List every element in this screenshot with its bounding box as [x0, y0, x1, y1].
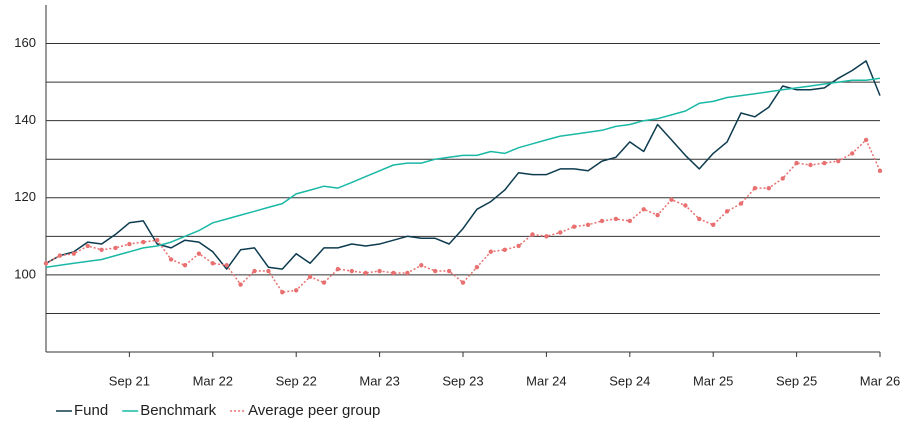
point: [85, 243, 90, 249]
point: [377, 268, 382, 274]
point: [127, 241, 132, 247]
x-tick-label: Mar 24: [526, 373, 566, 388]
point: [141, 239, 146, 245]
point: [168, 257, 174, 262]
point: [252, 268, 257, 274]
point: [335, 266, 341, 272]
legend-label: Fund: [74, 402, 108, 419]
point: [502, 247, 507, 253]
point: [419, 263, 424, 268]
point: [280, 290, 285, 295]
point: [57, 253, 63, 258]
x-tick-label: Sep 23: [442, 373, 483, 388]
point: [863, 137, 869, 143]
point: [641, 207, 646, 212]
x-tick-label: Mar 22: [193, 373, 233, 388]
point: [850, 151, 855, 156]
point: [780, 176, 785, 181]
point: [460, 280, 466, 285]
point: [572, 224, 577, 229]
x-tick-label: Sep 22: [276, 373, 317, 388]
point: [669, 197, 674, 202]
y-tick-label: 120: [14, 189, 36, 204]
point: [307, 274, 313, 280]
x-tick-label: Sep 21: [109, 373, 150, 388]
series-line: [45, 77, 881, 268]
point: [822, 160, 827, 166]
point: [683, 203, 688, 208]
legend-label: Benchmark: [140, 402, 216, 419]
point: [349, 268, 354, 274]
x-tick-label: Mar 25: [693, 373, 733, 388]
point: [474, 264, 480, 270]
point: [405, 270, 410, 276]
point: [446, 268, 452, 274]
point: [627, 218, 632, 224]
point: [113, 245, 118, 251]
point: [488, 249, 493, 254]
point: [558, 230, 563, 235]
x-tick-label: Mar 23: [359, 373, 399, 388]
point: [363, 270, 368, 276]
x-tick-label: Sep 25: [776, 373, 817, 388]
point: [544, 234, 549, 239]
point: [808, 162, 813, 168]
legend: Fund Benchmark Average peer group: [56, 402, 380, 419]
point: [599, 218, 605, 224]
point: [711, 222, 716, 227]
x-tick-label: Mar 26: [860, 373, 900, 388]
point: [43, 261, 49, 266]
point: [794, 160, 799, 166]
point: [697, 216, 702, 222]
point: [738, 201, 744, 206]
point: [294, 288, 299, 293]
point: [877, 168, 883, 173]
x-tick-label: Sep 24: [609, 373, 650, 388]
point: [210, 261, 215, 266]
point: [155, 237, 160, 243]
point: [224, 263, 229, 268]
point: [433, 268, 438, 274]
y-tick-label: 100: [14, 266, 36, 281]
point: [766, 185, 771, 191]
point: [655, 212, 660, 218]
point: [530, 232, 535, 237]
point: [196, 251, 202, 256]
point: [99, 247, 104, 253]
series-line: [45, 139, 881, 293]
y-tick-label: 160: [14, 35, 36, 50]
point: [516, 243, 521, 249]
point: [585, 222, 591, 227]
point: [613, 216, 619, 222]
point: [266, 268, 271, 274]
point: [71, 251, 77, 256]
legend-label: Average peer group: [248, 402, 380, 419]
point: [752, 185, 758, 191]
point: [321, 280, 327, 285]
y-tick-label: 140: [14, 112, 36, 127]
point: [238, 282, 243, 287]
point: [724, 209, 730, 214]
point: [836, 158, 841, 164]
series-line: [45, 60, 881, 270]
point: [391, 270, 396, 276]
point: [182, 263, 188, 268]
